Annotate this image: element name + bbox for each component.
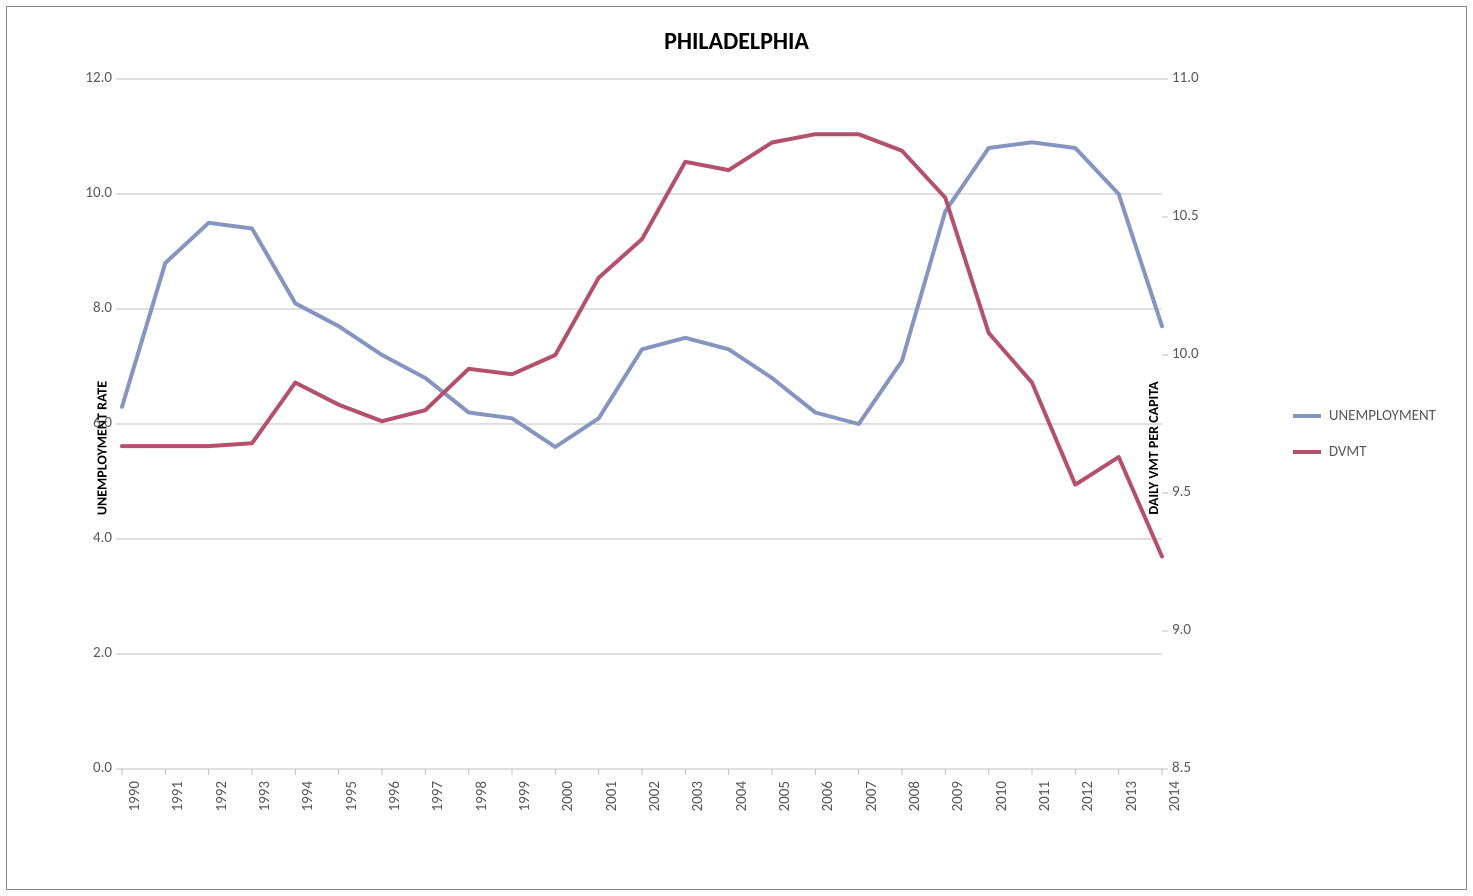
chart-frame: PHILADELPHIA UNEMPLOYMENT RATE DAILY VMT… bbox=[6, 6, 1467, 890]
y-right-tick-label: 10.5 bbox=[1172, 207, 1222, 225]
x-tick-label: 1994 bbox=[299, 781, 317, 831]
y-left-tick-label: 8.0 bbox=[72, 299, 112, 317]
y-right-tick-label: 8.5 bbox=[1172, 759, 1222, 777]
x-tick-label: 1995 bbox=[343, 781, 361, 831]
x-tick-label: 2009 bbox=[949, 781, 967, 831]
x-tick-label: 1992 bbox=[213, 781, 231, 831]
x-tick-label: 2012 bbox=[1079, 781, 1097, 831]
x-tick-label: 2013 bbox=[1123, 781, 1141, 831]
x-tick-label: 2011 bbox=[1036, 781, 1054, 831]
series-line-dvmt bbox=[122, 134, 1162, 556]
x-tick-label: 1990 bbox=[126, 781, 144, 831]
y-left-tick-label: 6.0 bbox=[72, 414, 112, 432]
series-line-unemployment bbox=[122, 142, 1162, 447]
y-left-tick-label: 10.0 bbox=[72, 184, 112, 202]
y-left-tick-label: 4.0 bbox=[72, 529, 112, 547]
y-left-tick-label: 12.0 bbox=[72, 69, 112, 87]
y-left-tick-label: 0.0 bbox=[72, 759, 112, 777]
x-tick-label: 2000 bbox=[559, 781, 577, 831]
x-tick-label: 2004 bbox=[733, 781, 751, 831]
chart-svg bbox=[7, 7, 1466, 889]
y-left-tick-label: 2.0 bbox=[72, 644, 112, 662]
x-tick-label: 1998 bbox=[473, 781, 491, 831]
x-tick-label: 1999 bbox=[516, 781, 534, 831]
x-tick-label: 2005 bbox=[776, 781, 794, 831]
x-tick-label: 1991 bbox=[169, 781, 187, 831]
x-tick-label: 1993 bbox=[256, 781, 274, 831]
y-right-tick-label: 10.0 bbox=[1172, 345, 1222, 363]
y-right-tick-label: 9.0 bbox=[1172, 621, 1222, 639]
x-tick-label: 1996 bbox=[386, 781, 404, 831]
x-tick-label: 2010 bbox=[993, 781, 1011, 831]
x-tick-label: 2003 bbox=[689, 781, 707, 831]
x-tick-label: 2006 bbox=[819, 781, 837, 831]
x-tick-label: 2014 bbox=[1166, 781, 1184, 831]
x-tick-label: 2001 bbox=[603, 781, 621, 831]
y-right-tick-label: 9.5 bbox=[1172, 483, 1222, 501]
y-right-tick-label: 11.0 bbox=[1172, 69, 1222, 87]
x-tick-label: 2007 bbox=[863, 781, 881, 831]
x-tick-label: 2002 bbox=[646, 781, 664, 831]
x-tick-label: 1997 bbox=[429, 781, 447, 831]
x-tick-label: 2008 bbox=[906, 781, 924, 831]
